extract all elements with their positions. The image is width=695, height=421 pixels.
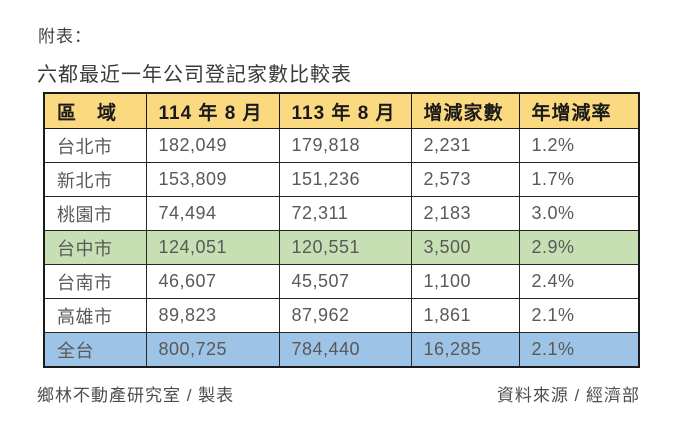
cell-region: 台南市 (43, 264, 147, 299)
cell-rate: 1.2% (518, 128, 640, 163)
table-row-taichung: 台中市 124,051 120,551 3,500 2.9% (43, 230, 640, 265)
cell-change: 3,500 (410, 230, 520, 265)
table-row-total: 全台 800,725 784,440 16,285 2.1% (43, 332, 640, 368)
cell-y113: 45,507 (278, 264, 412, 299)
cell-y113: 784,440 (278, 332, 412, 368)
cell-change: 1,861 (410, 298, 520, 333)
table-row-newtaipei: 新北市 153,809 151,236 2,573 1.7% (43, 162, 640, 197)
cell-rate: 3.0% (518, 196, 640, 231)
cell-change: 2,231 (410, 128, 520, 163)
cell-region: 台北市 (43, 128, 147, 163)
cell-y114: 182,049 (145, 128, 280, 163)
cell-region: 全台 (43, 332, 147, 368)
header-year114: 114 年 8 月 (145, 92, 280, 129)
cell-rate: 2.4% (518, 264, 640, 299)
table-row-kaohsiung: 高雄市 89,823 87,962 1,861 2.1% (43, 298, 640, 333)
table-row-taoyuan: 桃園市 74,494 72,311 2,183 3.0% (43, 196, 640, 231)
cell-region: 台中市 (43, 230, 147, 265)
cell-y113: 120,551 (278, 230, 412, 265)
cell-change: 16,285 (410, 332, 520, 368)
header-year113: 113 年 8 月 (278, 92, 412, 129)
cell-change: 1,100 (410, 264, 520, 299)
header-region: 區 域 (43, 92, 147, 129)
table-row-taipei: 台北市 182,049 179,818 2,231 1.2% (43, 128, 640, 163)
cell-change: 2,573 (410, 162, 520, 197)
header-change: 增減家數 (410, 92, 520, 129)
cell-y114: 46,607 (145, 264, 280, 299)
cell-region: 高雄市 (43, 298, 147, 333)
comparison-table: 區 域 114 年 8 月 113 年 8 月 增減家數 年增減率 台北市 18… (43, 92, 640, 368)
cell-rate: 2.1% (518, 332, 640, 368)
cell-region: 桃園市 (43, 196, 147, 231)
credit-producer: 鄉林不動產研究室 / 製表 (37, 386, 235, 405)
table-row-tainan: 台南市 46,607 45,507 1,100 2.4% (43, 264, 640, 299)
cell-y113: 72,311 (278, 196, 412, 231)
cell-y114: 800,725 (145, 332, 280, 368)
cell-rate: 1.7% (518, 162, 640, 197)
pre-title: 附表： (38, 27, 92, 46)
cell-y113: 179,818 (278, 128, 412, 163)
cell-y114: 124,051 (145, 230, 280, 265)
cell-y114: 89,823 (145, 298, 280, 333)
cell-y114: 74,494 (145, 196, 280, 231)
cell-rate: 2.9% (518, 230, 640, 265)
table-header-row: 區 域 114 年 8 月 113 年 8 月 增減家數 年增減率 (43, 92, 640, 129)
cell-y113: 87,962 (278, 298, 412, 333)
cell-y113: 151,236 (278, 162, 412, 197)
page-title: 六都最近一年公司登記家數比較表 (37, 64, 352, 86)
cell-change: 2,183 (410, 196, 520, 231)
cell-rate: 2.1% (518, 298, 640, 333)
header-rate: 年增減率 (518, 92, 640, 129)
credit-source: 資料來源 / 經濟部 (496, 386, 640, 405)
cell-region: 新北市 (43, 162, 147, 197)
cell-y114: 153,809 (145, 162, 280, 197)
